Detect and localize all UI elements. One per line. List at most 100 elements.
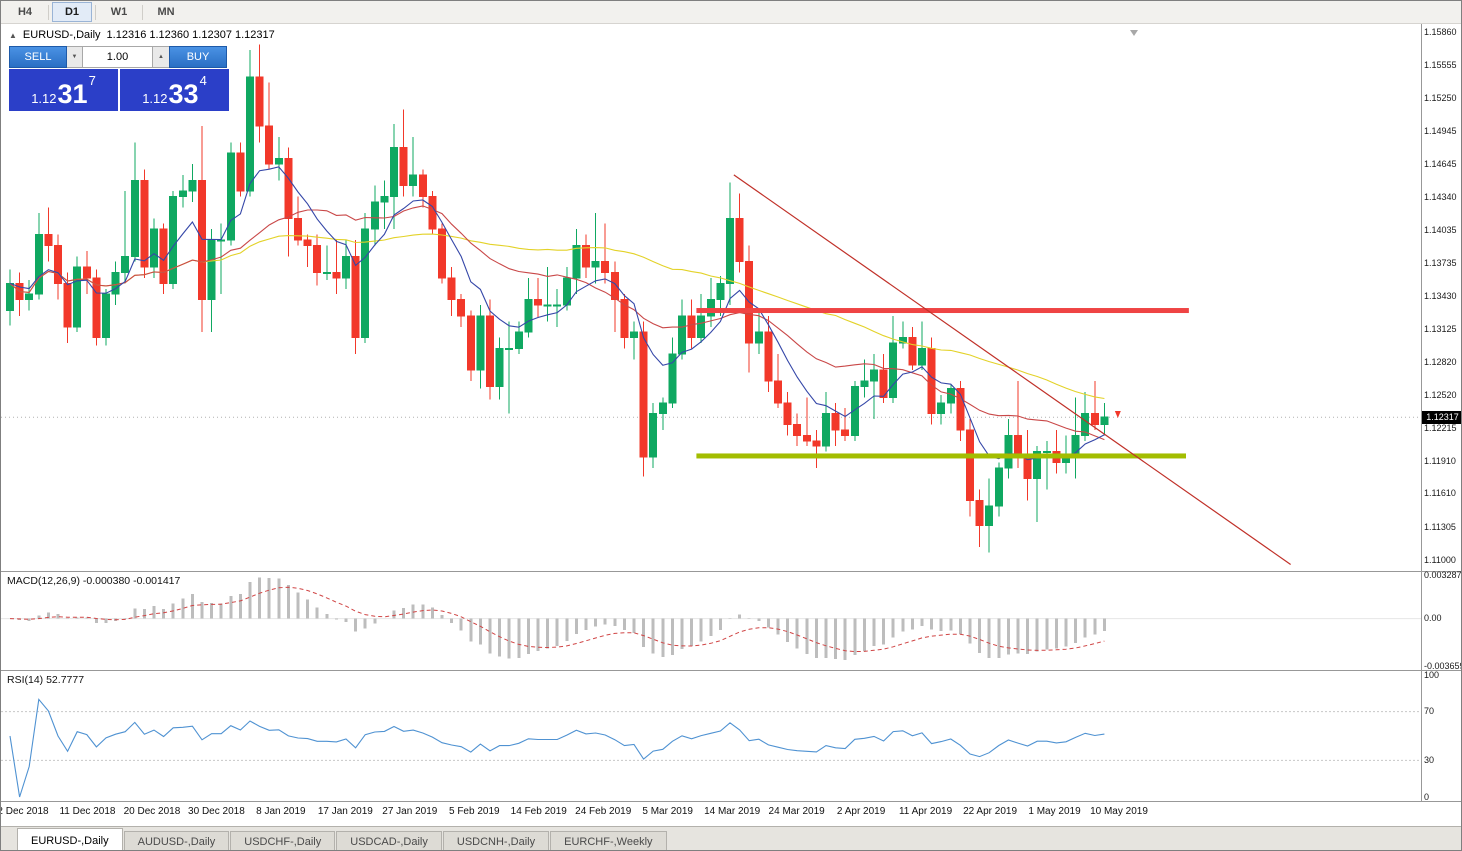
price-axis-label: 1.11610 (1424, 488, 1456, 499)
date-label: 11 Apr 2019 (898, 806, 953, 817)
date-label: 5 Mar 2019 (642, 806, 693, 817)
current-price-tag: 1.12317 (1422, 410, 1461, 424)
price-axis-label: 1.14945 (1424, 126, 1457, 137)
macd-signal-line (9, 586, 1105, 653)
timeframe-w1-button[interactable]: W1 (110, 6, 128, 18)
buy-price-pips: 33 (168, 79, 199, 110)
volume-input[interactable] (83, 46, 153, 68)
sell-arrow-marker (1114, 410, 1121, 418)
macd-plot[interactable] (1, 572, 1421, 670)
rsi-label: RSI(14) 52.7777 (7, 674, 85, 686)
timeframe-toolbar: H4 D1 W1 MN (1, 1, 1461, 24)
tab-usdcnh-daily[interactable]: USDCNH-,Daily (442, 831, 550, 850)
chart-title-symbol: EURUSD-,Daily (22, 29, 101, 41)
rsi-axis[interactable]: 100 70 30 0 (1421, 669, 1461, 802)
date-label: 11 Dec 2018 (59, 806, 116, 817)
chart-title-ohlc: 1.12316 1.12360 1.12307 1.12317 (106, 29, 275, 41)
macd-axis-label: -0.003659 (1424, 660, 1462, 671)
sell-button[interactable]: SELL (9, 46, 67, 68)
price-axis-label: 1.12215 (1424, 422, 1457, 433)
price-axis-label: 1.14340 (1424, 192, 1457, 203)
buy-price-point: 4 (199, 73, 207, 88)
date-label: 27 Jan 2019 (382, 806, 438, 817)
volume-decrease-button[interactable]: ▼ (67, 46, 83, 68)
tab-usdchf-daily[interactable]: USDCHF-,Daily (230, 831, 336, 850)
tab-eurchf-weekly[interactable]: EURCHF-,Weekly (550, 831, 667, 850)
price-axis-label: 1.15250 (1424, 93, 1457, 104)
toolbar-separator (48, 4, 49, 20)
rsi-indicator-pane: RSI(14) 52.7777 100 70 30 0 (1, 669, 1461, 802)
toolbar-separator (95, 4, 96, 20)
price-axis-label: 1.13430 (1424, 290, 1457, 301)
macd-axis[interactable]: 0.003287 0.00 -0.003659 (1421, 570, 1462, 671)
buy-price-display[interactable]: 1.12 33 4 (120, 69, 229, 111)
rsi-plot[interactable] (1, 671, 1421, 801)
price-axis-label: 1.15555 (1424, 60, 1457, 71)
date-label: 22 Apr 2019 (963, 806, 1018, 817)
timeframe-d1-button[interactable]: D1 (52, 2, 92, 22)
date-label: 30 Dec 2018 (188, 806, 245, 817)
date-label: 24 Mar 2019 (768, 806, 825, 817)
macd-histogram (18, 577, 1106, 660)
tab-eurusd-daily[interactable]: EURUSD-,Daily (17, 828, 123, 850)
chart-tabs-bar: EURUSD-,Daily AUDUSD-,Daily USDCHF-,Dail… (1, 826, 1461, 850)
date-label: 2 Dec 2018 (0, 806, 49, 817)
date-label: 14 Feb 2019 (510, 806, 567, 817)
macd-label: MACD(12,26,9) -0.000380 -0.001417 (7, 575, 181, 587)
buy-button[interactable]: BUY (169, 46, 227, 68)
rsi-line (9, 698, 1105, 798)
date-axis[interactable]: 2 Dec 2018 11 Dec 2018 20 Dec 2018 30 Dec 2… (0, 801, 1461, 826)
price-axis[interactable]: 1.12317 1.15860 1.15555 1.15250 1.14945 1.14… (1421, 24, 1461, 571)
buy-price-base: 1.12 (142, 91, 168, 107)
date-label: 24 Feb 2019 (575, 806, 632, 817)
date-label: 17 Jan 2019 (317, 806, 373, 817)
date-label: 1 May 2019 (1028, 806, 1081, 817)
rsi-axis-label: 70 (1424, 706, 1435, 717)
ma-fast-line (9, 166, 1105, 461)
date-label: 2 Apr 2019 (836, 806, 886, 817)
sell-price-display[interactable]: 1.12 31 7 (9, 69, 118, 111)
collapse-chart-icon[interactable]: ▲ (9, 30, 17, 40)
toolbar-separator (142, 4, 143, 20)
price-axis-label: 1.14645 (1424, 159, 1457, 170)
tab-usdcad-daily[interactable]: USDCAD-,Daily (336, 831, 442, 850)
one-click-trade-panel: SELL ▼ ▲ BUY 1.12 31 7 1.12 33 4 (9, 46, 229, 111)
rsi-axis-label: 100 (1424, 669, 1440, 680)
triangle-up-icon: ▲ (158, 54, 164, 60)
resistance-level-line[interactable] (696, 308, 1189, 314)
chart-title: ▲ EURUSD-,Daily 1.12316 1.12360 1.12307 … (9, 29, 275, 41)
price-axis-label: 1.11000 (1424, 554, 1456, 565)
ma-mid-line (9, 205, 1105, 441)
timeframe-mn-button[interactable]: MN (157, 6, 175, 18)
price-axis-label: 1.13125 (1424, 324, 1457, 335)
sell-price-base: 1.12 (31, 91, 57, 107)
date-label: 10 May 2019 (1090, 806, 1148, 817)
sell-price-pips: 31 (57, 79, 88, 110)
date-label: 5 Feb 2019 (448, 806, 500, 817)
sell-price-point: 7 (88, 73, 96, 88)
price-axis-label: 1.11910 (1424, 455, 1456, 466)
descending-trendline[interactable] (733, 174, 1291, 565)
candlestick-plot[interactable] (1, 24, 1421, 571)
price-axis-label: 1.14035 (1424, 225, 1457, 236)
macd-indicator-pane: MACD(12,26,9) -0.000380 -0.001417 0.0032… (1, 570, 1462, 671)
tab-audusd-daily[interactable]: AUDUSD-,Daily (123, 831, 230, 850)
triangle-down-icon: ▼ (71, 54, 78, 60)
rsi-axis-label: 30 (1424, 754, 1435, 765)
candles-group (6, 44, 1109, 553)
date-label: 14 Mar 2019 (704, 806, 761, 817)
price-axis-label: 1.15860 (1424, 27, 1457, 38)
support-level-line[interactable] (696, 453, 1186, 459)
rsi-axis-label: 0 (1424, 791, 1430, 802)
price-axis-label: 1.11305 (1424, 521, 1456, 532)
main-chart-pane: ▲ EURUSD-,Daily 1.12316 1.12360 1.12307 … (1, 24, 1461, 571)
price-axis-label: 1.12820 (1424, 357, 1457, 368)
date-label: 20 Dec 2018 (123, 806, 181, 817)
volume-increase-button[interactable]: ▲ (153, 46, 169, 68)
scroll-anchor-icon[interactable] (1130, 30, 1138, 36)
timeframe-h4-button[interactable]: H4 (17, 6, 33, 18)
price-axis-label: 1.12520 (1424, 389, 1457, 400)
price-axis-label: 1.13735 (1424, 257, 1457, 268)
macd-axis-label: 0.003287 (1424, 570, 1462, 581)
